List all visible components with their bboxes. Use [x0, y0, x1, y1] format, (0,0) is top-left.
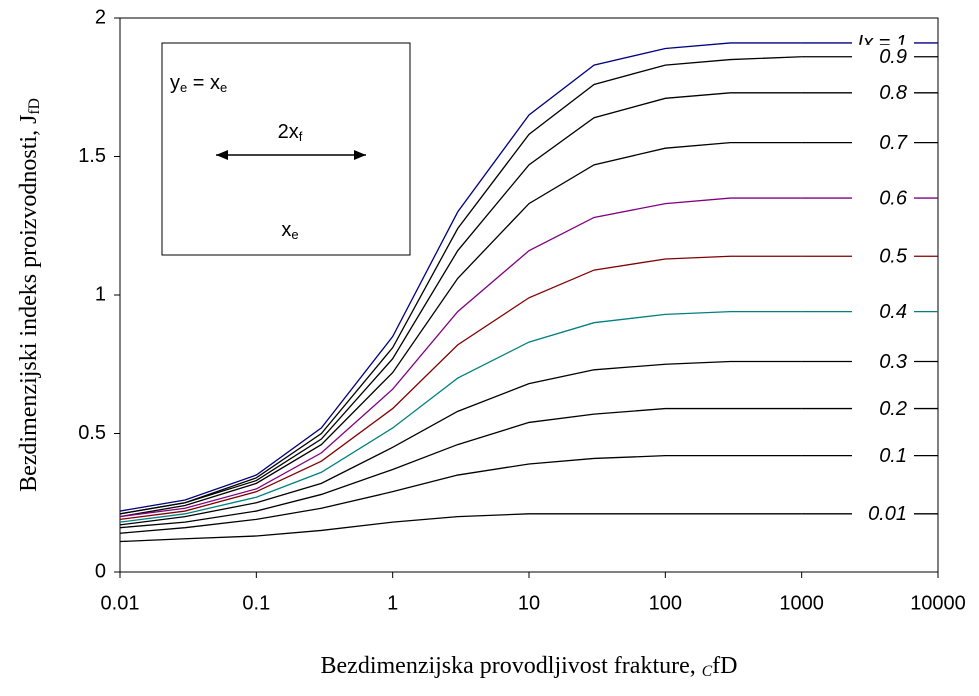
x-axis-title-part: Bezdimenzijska provodljivost frakture, — [321, 653, 702, 679]
inset-label-part: y — [170, 72, 180, 94]
series-label: 0.8 — [879, 82, 907, 104]
label-bg — [852, 299, 914, 324]
y-axis-title-part: Bezdimenzijski indeks proizvodnosti, J — [16, 115, 42, 492]
x-tick-label: 100 — [649, 592, 682, 614]
curve — [119, 407, 802, 529]
series-label: 0.5 — [879, 246, 908, 268]
label-bg — [852, 44, 914, 69]
arrow-head — [216, 150, 228, 160]
series-label: 0.4 — [879, 301, 907, 323]
inset-label-part: f — [299, 129, 303, 144]
inset-label-part: 2x — [278, 121, 299, 143]
x-tick-label: 10000 — [910, 592, 966, 614]
inset-label: 2xf — [278, 121, 303, 144]
x-tick-label: 1 — [387, 592, 398, 614]
y-axis-title-part: fD — [26, 98, 43, 114]
series-label: 0.9 — [879, 46, 907, 68]
y-tick-label: 1.5 — [78, 145, 106, 167]
label-bg — [852, 501, 914, 526]
label-bg — [852, 244, 914, 269]
y-tick-label: 0 — [95, 560, 106, 582]
curve — [119, 360, 802, 526]
curve — [119, 197, 802, 518]
arrow-head — [354, 150, 366, 160]
series-label: 0.1 — [879, 445, 907, 467]
x-tick-label: 1000 — [779, 592, 824, 614]
series-label: 0.2 — [879, 398, 907, 420]
series-label: 0.6 — [879, 187, 908, 209]
label-bg — [852, 130, 914, 155]
inset-label: ye = xe — [170, 72, 227, 95]
curve — [119, 141, 802, 518]
y-tick-label: 2 — [95, 6, 106, 28]
inset-label-part: e — [180, 80, 187, 95]
x-tick-label: 0.01 — [101, 592, 140, 614]
inset-label-part: = x — [187, 72, 220, 94]
series-label: 0.01 — [868, 503, 907, 525]
inset-label-part: x — [281, 219, 291, 241]
x-tick-label: 0.1 — [242, 592, 270, 614]
label-bg — [852, 80, 914, 105]
y-tick-label: 1 — [95, 283, 106, 305]
inset-label-part: e — [291, 227, 298, 242]
y-tick-label: 0.5 — [78, 422, 106, 444]
curve — [119, 42, 802, 512]
inset-box — [161, 42, 411, 256]
label-bg — [852, 349, 914, 374]
curve — [119, 513, 802, 543]
curve — [119, 92, 802, 515]
inset-label-part: e — [220, 80, 227, 95]
x-axis-title-part: C — [702, 663, 713, 680]
series-label: 0.3 — [879, 351, 907, 373]
label-bg — [852, 443, 914, 468]
curve — [119, 56, 802, 515]
curve — [119, 310, 802, 523]
y-axis-title: Bezdimenzijski indeks proizvodnosti, JfD — [16, 98, 43, 492]
x-axis-title-part: fD — [712, 653, 737, 679]
label-bg — [852, 396, 914, 421]
series-label: 0.7 — [879, 132, 908, 154]
x-tick-label: 10 — [518, 592, 540, 614]
label-bg — [852, 186, 914, 211]
curve — [119, 455, 802, 534]
curve — [119, 255, 802, 521]
x-axis-title: Bezdimenzijska provodljivost frakture, C… — [321, 653, 738, 680]
inset-label: xe — [281, 219, 298, 242]
